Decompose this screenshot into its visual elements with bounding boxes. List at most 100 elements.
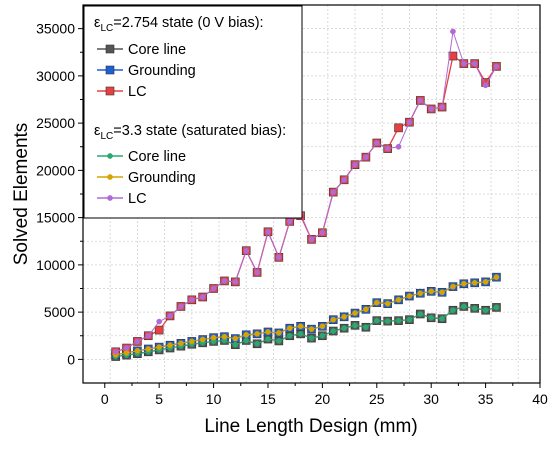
data-point	[145, 346, 152, 352]
data-point	[395, 143, 402, 150]
y-tick-label: 0	[67, 351, 75, 367]
data-point	[167, 313, 173, 319]
data-point	[178, 303, 184, 310]
data-point	[384, 145, 391, 152]
data-point	[221, 333, 228, 340]
data-point	[167, 342, 173, 349]
data-point	[363, 324, 369, 331]
data-point	[319, 323, 326, 330]
data-point	[352, 161, 358, 168]
data-point	[210, 285, 217, 292]
data-point	[330, 328, 337, 334]
data-point	[373, 317, 380, 324]
x-tick-label: 40	[532, 391, 548, 407]
series-layer	[111, 28, 501, 361]
data-point	[276, 254, 282, 261]
data-point	[254, 269, 260, 276]
data-point	[471, 60, 478, 67]
data-point	[341, 176, 347, 183]
legend-label: LC	[128, 84, 147, 100]
y-tick-label: 10000	[36, 257, 75, 273]
x-tick-label: 25	[369, 391, 385, 407]
data-point	[265, 228, 271, 235]
data-point	[493, 274, 500, 281]
data-point	[188, 296, 195, 303]
legend-label: Core line	[128, 149, 186, 165]
data-point	[156, 318, 163, 325]
data-point	[363, 306, 369, 313]
y-tick-label: 5000	[44, 304, 75, 320]
data-point	[493, 63, 500, 70]
data-point	[254, 331, 260, 337]
data-point	[395, 296, 402, 303]
data-point	[308, 335, 315, 341]
data-point	[243, 331, 250, 338]
x-tick-label: 30	[423, 391, 439, 407]
x-tick-label: 20	[315, 391, 331, 407]
data-point	[460, 60, 467, 67]
series-dot-lc	[112, 28, 500, 355]
y-axis-label: Solved Elements	[11, 123, 32, 266]
data-point	[330, 316, 337, 323]
data-point	[221, 278, 228, 284]
data-point	[341, 314, 347, 320]
data-point	[428, 106, 435, 112]
x-tick-label: 15	[260, 391, 276, 407]
data-point	[417, 311, 424, 317]
legend: εLC=2.754 state (0 V bias): Core line Grou…	[83, 5, 303, 219]
legend-swatch-marker	[105, 65, 115, 75]
data-point	[384, 300, 391, 307]
y-tick-label: 15000	[36, 210, 75, 226]
data-point	[417, 97, 424, 104]
data-point	[308, 236, 315, 243]
y-tick-label: 35000	[36, 21, 75, 37]
data-point	[417, 290, 424, 297]
series-dot-grounding	[112, 274, 500, 358]
data-point	[265, 336, 271, 342]
data-point	[123, 349, 130, 356]
data-point	[406, 293, 413, 299]
data-point	[395, 317, 402, 324]
data-point	[352, 322, 358, 329]
data-point	[232, 279, 239, 285]
data-point	[471, 279, 478, 286]
data-point	[243, 337, 250, 344]
data-point	[482, 82, 489, 89]
data-point	[352, 310, 358, 316]
y-tick-label: 25000	[36, 115, 75, 131]
data-point	[450, 307, 456, 314]
y-tick-label: 20000	[36, 162, 75, 178]
data-point	[210, 334, 217, 341]
data-point	[276, 330, 282, 336]
data-point	[439, 289, 445, 296]
data-point	[319, 332, 326, 339]
data-point	[363, 154, 369, 160]
data-point	[134, 348, 141, 354]
data-point	[123, 345, 130, 351]
data-point	[406, 316, 413, 323]
data-point	[373, 140, 380, 146]
data-point	[471, 305, 478, 312]
data-point	[188, 338, 195, 345]
data-point	[276, 338, 282, 344]
data-point	[199, 336, 206, 343]
x-tick-label: 0	[101, 391, 109, 407]
legend-swatch-marker	[107, 153, 113, 159]
legend-label: Core line	[128, 42, 186, 58]
x-tick-label: 5	[155, 391, 163, 407]
data-point	[341, 325, 347, 332]
data-point	[373, 299, 380, 306]
legend-swatch-marker	[107, 174, 113, 180]
data-point	[286, 332, 293, 339]
data-point	[154, 325, 164, 335]
data-point	[134, 338, 141, 345]
data-point	[199, 294, 206, 300]
data-point	[439, 104, 445, 110]
legend-swatch-marker	[107, 195, 113, 201]
legend-title: εLC=2.754 state (0 V bias):	[94, 15, 264, 34]
data-point	[406, 119, 413, 126]
legend-title: εLC=3.3 state (saturated bias):	[94, 123, 286, 142]
data-point	[493, 304, 500, 311]
legend-label: Grounding	[128, 63, 196, 79]
